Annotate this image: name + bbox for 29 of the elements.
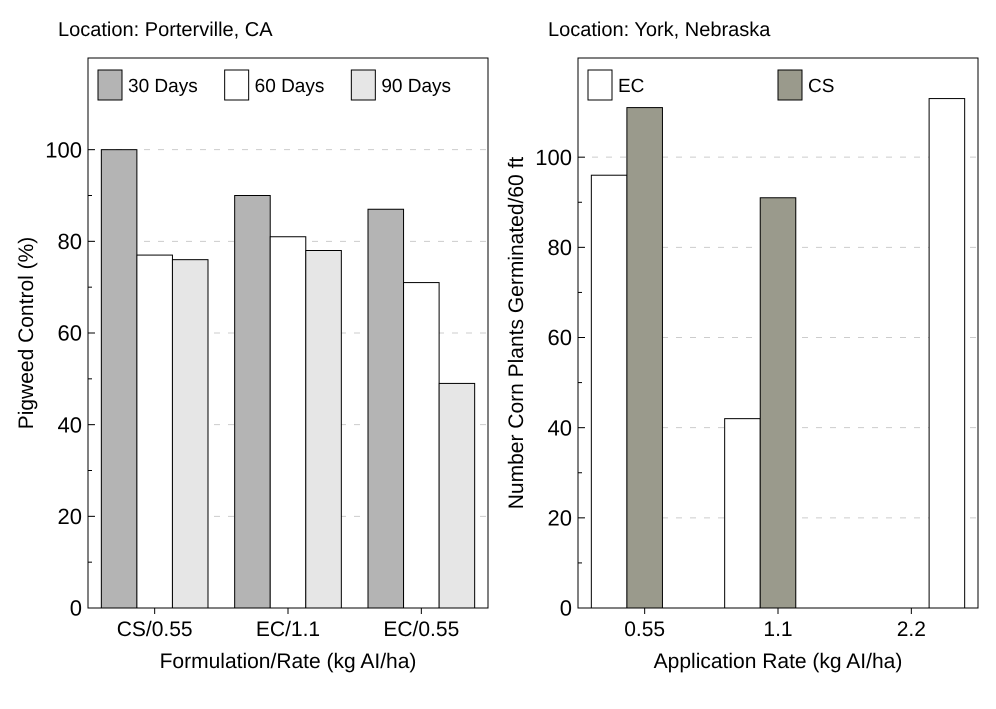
y-tick-label: 100 [535,144,572,170]
legend-label: EC [618,76,644,97]
x-tick-label: 0.55 [624,618,666,641]
y-tick-label: 60 [548,325,572,350]
y-tick-label: 80 [548,235,572,260]
y-tick-label: 20 [58,504,82,530]
y-tick-label: 40 [58,412,82,438]
x-tick-label: EC/1.1 [256,618,320,641]
x-axis-title: Application Rate (kg AI/ha) [654,650,902,673]
y-tick-label: 80 [58,229,82,254]
y-tick-label: 40 [548,415,572,440]
y-tick-label: 100 [45,137,82,162]
y-tick-label: 20 [548,506,572,531]
legend-label: 90 Days [381,76,452,97]
chart-title: Location: York, Nebraska [548,19,772,41]
y-tick-label: 0 [560,596,572,621]
x-axis-title: Formulation/Rate (kg AI/ha) [160,650,416,673]
legend-label: 60 Days [254,76,324,97]
y-tick-label: 0 [70,596,82,621]
y-axis-title: Pigweed Control (%) [15,236,38,430]
y-tick-label: 60 [58,320,82,346]
chart-title: Location: Porterville, CA [58,19,274,41]
x-tick-label: EC/0.55 [383,618,460,641]
x-tick-label: CS/0.55 [116,618,193,641]
legend-label: 30 Days [128,76,198,97]
x-tick-label: 2.2 [896,618,926,641]
y-axis-title: Number Corn Plants Germinated/60 ft [505,156,528,510]
legend-label: CS [808,76,834,97]
x-tick-label: 1.1 [763,618,793,641]
